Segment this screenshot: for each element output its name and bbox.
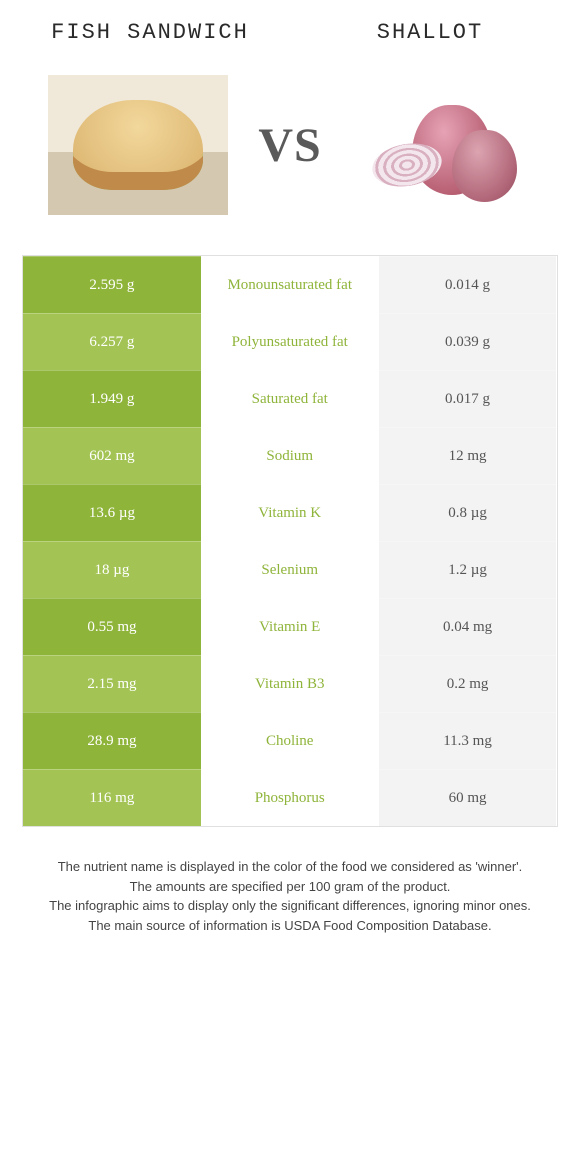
left-value: 28.9 mg (23, 712, 201, 769)
nutrient-name: Vitamin B3 (201, 655, 379, 712)
footnotes: The nutrient name is displayed in the co… (0, 827, 580, 955)
right-food-title: Shallot (304, 20, 556, 45)
right-value: 0.8 µg (379, 484, 557, 541)
left-value: 0.55 mg (23, 598, 201, 655)
nutrient-name: Vitamin K (201, 484, 379, 541)
nutrient-name: Polyunsaturated fat (201, 313, 379, 370)
nutrient-name: Selenium (201, 541, 379, 598)
right-value: 60 mg (379, 769, 557, 826)
table-row: 2.595 gMonounsaturated fat0.014 g (23, 256, 557, 313)
left-food-image (38, 65, 238, 225)
table-row: 18 µgSelenium1.2 µg (23, 541, 557, 598)
header: Fish Sandwich Shallot (0, 0, 580, 55)
left-value: 13.6 µg (23, 484, 201, 541)
left-value: 2.595 g (23, 256, 201, 313)
table-row: 13.6 µgVitamin K0.8 µg (23, 484, 557, 541)
nutrient-name: Saturated fat (201, 370, 379, 427)
footnote-line: The amounts are specified per 100 gram o… (40, 877, 540, 897)
nutrient-name: Choline (201, 712, 379, 769)
nutrient-name: Phosphorus (201, 769, 379, 826)
table-row: 0.55 mgVitamin E0.04 mg (23, 598, 557, 655)
right-value: 0.04 mg (379, 598, 557, 655)
sandwich-illustration (48, 75, 228, 215)
right-value: 12 mg (379, 427, 557, 484)
left-value: 116 mg (23, 769, 201, 826)
right-value: 0.017 g (379, 370, 557, 427)
left-value: 1.949 g (23, 370, 201, 427)
left-value: 18 µg (23, 541, 201, 598)
images-row: VS (0, 55, 580, 255)
right-value: 11.3 mg (379, 712, 557, 769)
nutrient-name: Monounsaturated fat (201, 256, 379, 313)
nutrient-name: Sodium (201, 427, 379, 484)
comparison-table: 2.595 gMonounsaturated fat0.014 g6.257 g… (22, 255, 558, 827)
vs-label: VS (258, 118, 321, 173)
shallot-illustration (352, 75, 532, 215)
left-value: 2.15 mg (23, 655, 201, 712)
nutrient-name: Vitamin E (201, 598, 379, 655)
left-food-title: Fish Sandwich (24, 20, 276, 45)
footnote-line: The infographic aims to display only the… (40, 896, 540, 916)
right-value: 0.039 g (379, 313, 557, 370)
left-value: 6.257 g (23, 313, 201, 370)
right-value: 1.2 µg (379, 541, 557, 598)
table-row: 116 mgPhosphorus60 mg (23, 769, 557, 826)
footnote-line: The nutrient name is displayed in the co… (40, 857, 540, 877)
table-row: 6.257 gPolyunsaturated fat0.039 g (23, 313, 557, 370)
table-row: 602 mgSodium12 mg (23, 427, 557, 484)
left-value: 602 mg (23, 427, 201, 484)
table-row: 2.15 mgVitamin B30.2 mg (23, 655, 557, 712)
table-row: 28.9 mgCholine11.3 mg (23, 712, 557, 769)
table-row: 1.949 gSaturated fat0.017 g (23, 370, 557, 427)
footnote-line: The main source of information is USDA F… (40, 916, 540, 936)
right-value: 0.2 mg (379, 655, 557, 712)
right-food-image (342, 65, 542, 225)
right-value: 0.014 g (379, 256, 557, 313)
